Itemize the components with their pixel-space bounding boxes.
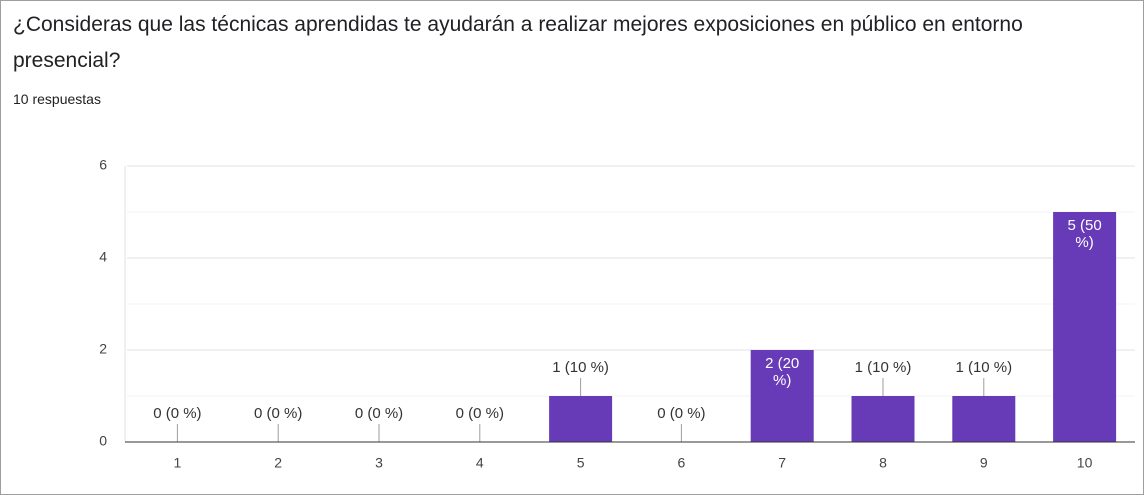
- y-tick-label: 0: [99, 433, 107, 449]
- value-label: 0 (0 %): [657, 405, 706, 422]
- value-label: 1 (10 %): [552, 359, 609, 376]
- value-label: 1 (10 %): [955, 359, 1013, 376]
- x-tick-label: 10: [1077, 455, 1093, 471]
- value-label: 2 (20 %): [765, 355, 800, 389]
- bar: [851, 396, 915, 442]
- y-tick-label: 6: [99, 157, 107, 173]
- x-tick-label: 2: [274, 455, 282, 471]
- x-tick-label: 9: [980, 455, 988, 471]
- value-label: 0 (0 %): [254, 405, 303, 422]
- x-tick-label: 5: [577, 455, 585, 471]
- chart-title: ¿Consideras que las técnicas aprendidas …: [13, 13, 1023, 72]
- value-label: 0 (0 %): [455, 405, 504, 422]
- x-tick-label: 7: [778, 455, 786, 471]
- y-tick-label: 2: [99, 341, 107, 357]
- x-tick-label: 6: [678, 455, 686, 471]
- value-label: 0 (0 %): [153, 405, 202, 422]
- value-label: 0 (0 %): [354, 405, 404, 422]
- bar: [952, 396, 1016, 442]
- x-tick-label: 4: [476, 455, 484, 471]
- value-label: 5 (50 %): [1067, 217, 1102, 251]
- x-tick-label: 3: [375, 455, 383, 471]
- y-tick-label: 4: [99, 249, 107, 265]
- bar: [1053, 212, 1117, 442]
- x-tick-label: 1: [174, 455, 182, 471]
- chart-subtitle: 10 respuestas: [13, 91, 101, 107]
- value-label: 1 (10 %): [854, 359, 912, 376]
- bar: [549, 396, 613, 442]
- x-tick-label: 8: [879, 455, 887, 471]
- bar: [750, 350, 814, 442]
